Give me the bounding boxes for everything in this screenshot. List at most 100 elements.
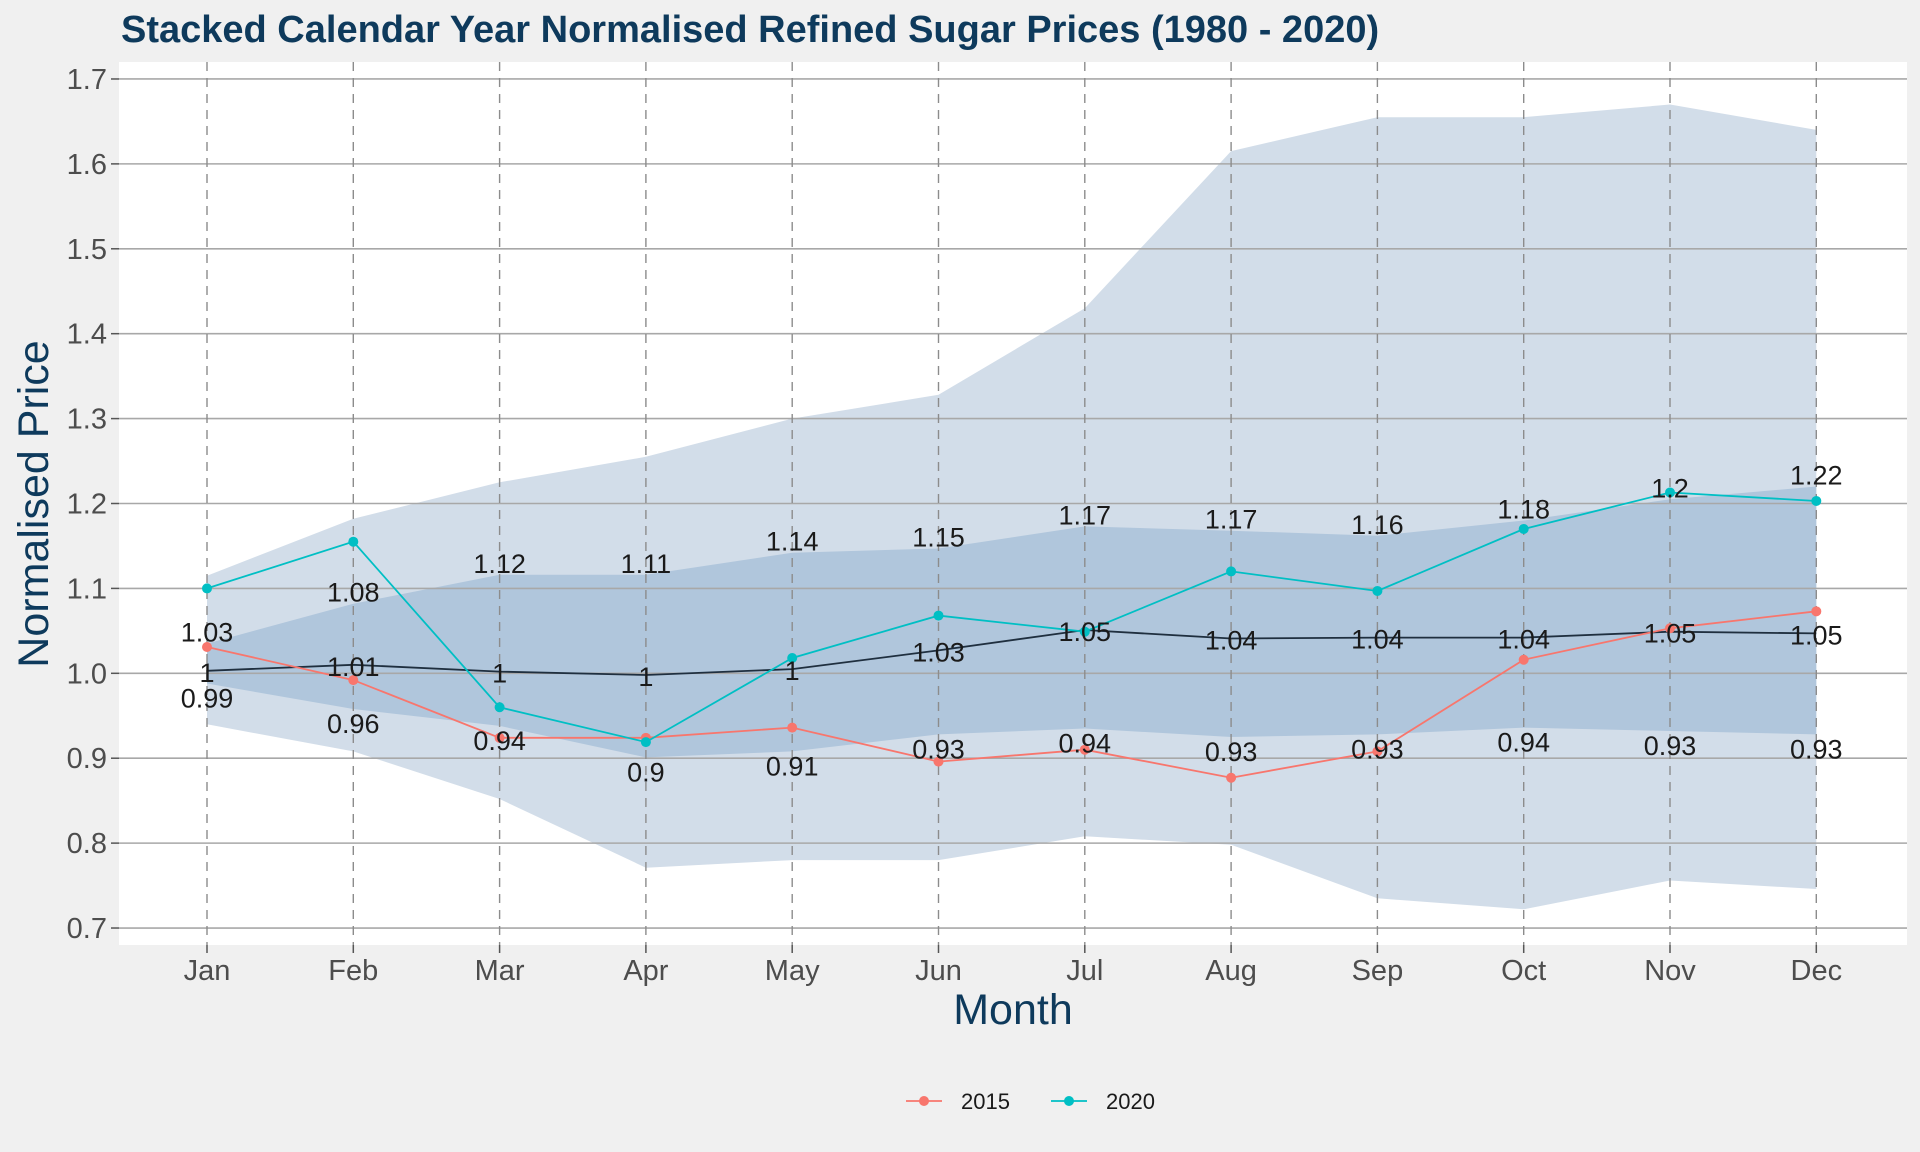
y-tick-label: 0.9 (67, 743, 107, 775)
upper-band-label: 1.17 (1059, 500, 1112, 530)
lines-layer (202, 487, 1822, 783)
upper-band-label: 1.03 (181, 618, 234, 648)
upper-band-label: 1.18 (1497, 494, 1550, 524)
series-point-2020 (1079, 626, 1090, 637)
median-label: 1.03 (912, 637, 965, 667)
upper-band-label: 1.08 (327, 578, 380, 608)
series-point-2020 (348, 536, 359, 547)
lower-band-label: 0.93 (912, 734, 965, 764)
series-point-2020 (1226, 566, 1237, 577)
x-tick-label: Feb (328, 955, 378, 987)
lower-band-label: 0.93 (1644, 731, 1697, 761)
series-line-2020 (206, 491, 1817, 744)
median-label: 1 (199, 658, 214, 688)
series-point-2020 (1665, 487, 1675, 498)
median-line (206, 629, 1817, 676)
median-label: 1.04 (1497, 625, 1550, 655)
series-point-2020 (1811, 495, 1822, 506)
series-point-2020 (640, 737, 651, 748)
y-tick-label: 0.7 (67, 913, 107, 945)
lower-band-label: 0.94 (473, 726, 526, 756)
series-point-2020 (933, 610, 944, 621)
y-tick-label: 1.1 (67, 573, 107, 605)
series-point-2020 (1372, 585, 1383, 596)
axes-layer: 0.7 0.8 0.9 1.0 1.1 1.2 1.3 1.4 1.5 1.6 1.7 Jan Feb M… (67, 64, 1842, 987)
lower-band-label: 0.94 (1059, 728, 1112, 758)
lower-band-label: 0.99 (181, 683, 234, 713)
median-label: 1 (785, 656, 800, 686)
x-tick-label: Mar (475, 955, 525, 987)
y-tick-label: 1.2 (67, 489, 107, 521)
x-tick-label: Sep (1352, 955, 1404, 987)
series-point-2020 (494, 702, 505, 713)
y-axis-title: Normalised Price (10, 340, 58, 667)
series-point-2015 (1518, 654, 1529, 665)
x-tick-label: Oct (1501, 955, 1546, 987)
x-tick-label: May (765, 955, 820, 987)
y-tick-label: 1.7 (67, 64, 107, 96)
lower-band-label: 0.9 (627, 757, 665, 787)
inner-band (207, 486, 1817, 758)
upper-band-label: 1.12 (473, 549, 526, 579)
upper-band-label: 1.17 (1205, 505, 1258, 535)
x-tick-label: Jul (1066, 955, 1103, 987)
legend-key-point (1064, 1096, 1074, 1106)
bands-layer (207, 104, 1817, 910)
y-tick-label: 1.5 (67, 234, 107, 266)
series-point-2020 (1518, 523, 1529, 534)
median-label: 1 (638, 662, 653, 692)
series-point-2015 (1665, 623, 1675, 634)
x-axis-title: Month (953, 986, 1073, 1034)
median-label: 1.05 (1059, 617, 1112, 647)
x-tick-label: Aug (1205, 955, 1257, 987)
legend-key-point (919, 1096, 929, 1106)
series-point-2015 (1372, 746, 1383, 757)
legend-label: 2015 (961, 1089, 1010, 1114)
legend: 2015 2020 (906, 1089, 1155, 1114)
series-line-2015 (206, 610, 1817, 779)
median-label: 1.04 (1351, 625, 1404, 655)
series-point-2015 (1811, 606, 1822, 617)
series-point-2015 (1079, 744, 1090, 755)
median-label: 1.05 (1644, 619, 1697, 649)
lower-band-label: 0.93 (1205, 737, 1258, 767)
series-point-2015 (933, 756, 944, 767)
median-label: 1.01 (327, 652, 380, 682)
median-label: 1.05 (1790, 620, 1843, 650)
series-point-2015 (787, 722, 798, 733)
grid-layer (119, 62, 1907, 945)
lower-band-label: 0.96 (327, 709, 380, 739)
upper-band-label: 1.2 (1651, 473, 1689, 503)
median-label: 1.04 (1205, 625, 1258, 655)
x-tick-label: Dec (1791, 955, 1843, 987)
x-tick-label: Jun (915, 955, 962, 987)
y-tick-label: 1.3 (67, 404, 107, 436)
series-point-2015 (348, 675, 359, 686)
series-point-2015 (1226, 772, 1237, 783)
series-point-2015 (494, 732, 505, 743)
upper-band-label: 1.14 (766, 527, 819, 557)
chart-title: Stacked Calendar Year Normalised Refined… (121, 9, 1379, 51)
y-tick-label: 1.0 (67, 658, 107, 690)
legend-label: 2020 (1106, 1089, 1155, 1114)
lower-band-label: 0.94 (1497, 728, 1550, 758)
upper-band-label: 1.11 (621, 549, 672, 579)
series-point-2020 (787, 653, 798, 664)
upper-band-label: 1.22 (1790, 461, 1843, 491)
lower-band-label: 0.93 (1790, 734, 1843, 764)
y-tick-label: 0.8 (67, 828, 107, 860)
median-label: 1 (492, 659, 507, 689)
y-tick-label: 1.4 (67, 319, 107, 351)
labels-layer: 1.03 1.08 1.12 1.11 1.14 1.15 1.17 1.17 1.16 1.18… (181, 461, 1843, 788)
upper-band-label: 1.15 (912, 522, 965, 552)
x-tick-label: Nov (1644, 955, 1696, 987)
y-tick-label: 1.6 (67, 149, 107, 181)
x-tick-label: Jan (184, 955, 231, 987)
series-point-2020 (202, 583, 212, 594)
upper-band-label: 1.16 (1351, 510, 1404, 540)
x-tick-label: Apr (623, 955, 668, 987)
lower-band-label: 0.91 (766, 751, 819, 781)
series-point-2015 (202, 641, 212, 652)
lower-band-label: 0.93 (1351, 734, 1404, 764)
